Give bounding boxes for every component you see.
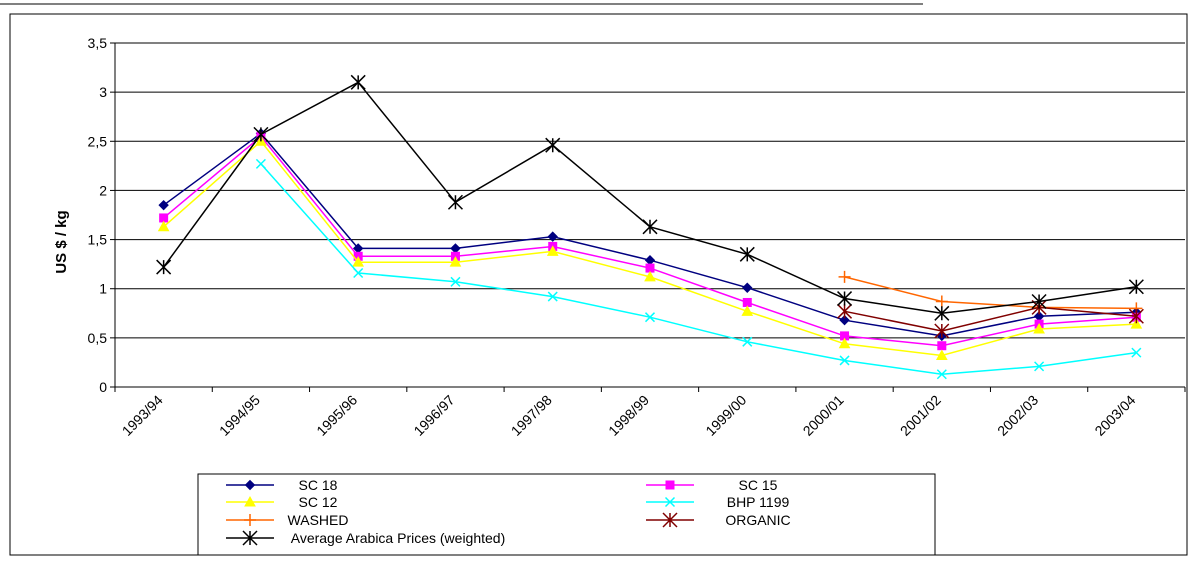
data-point: [547, 231, 558, 242]
data-point: [156, 259, 172, 275]
data-point: [838, 270, 851, 283]
data-point: [739, 246, 755, 262]
legend-marker: [242, 530, 258, 546]
data-point: [644, 312, 656, 323]
data-point: [742, 336, 753, 347]
data-point: [253, 126, 269, 142]
data-point: [1131, 347, 1142, 358]
series-4: [255, 158, 1142, 380]
data-point: [547, 291, 558, 302]
data-point: [839, 355, 850, 366]
legend-item: SC 18: [226, 477, 338, 493]
data-point: [1031, 293, 1047, 310]
legend-label: SC 12: [299, 494, 338, 510]
series-line: [844, 306, 1137, 332]
data-point: [935, 295, 948, 308]
legend-marker: [664, 496, 676, 508]
data-point: [546, 245, 559, 256]
series-1: [158, 128, 1142, 342]
data-point: [159, 213, 169, 223]
y-tick-label: 1: [99, 281, 107, 297]
y-tick-label: 2: [99, 182, 107, 198]
y-tick-label: 1,5: [88, 232, 108, 248]
data-point: [936, 369, 947, 380]
legend-item: ORGANIC: [646, 512, 791, 528]
y-tick-label: 0: [99, 379, 107, 395]
data-point: [1128, 308, 1144, 324]
data-point: [157, 220, 170, 232]
legend: SC 18 SC 15 SC 12 BHP 1199 WASHED ORGANIC Aver…: [197, 473, 936, 556]
data-point: [352, 256, 365, 267]
data-point: [158, 199, 169, 211]
data-point: [642, 219, 658, 235]
data-point: [255, 158, 266, 169]
data-point: [644, 270, 656, 282]
data-point: [450, 276, 461, 287]
legend-label: BHP 1199: [727, 494, 790, 510]
data-point: [1033, 322, 1045, 334]
data-point: [353, 267, 364, 279]
data-point: [1130, 318, 1143, 329]
series-line: [844, 276, 1137, 310]
data-point: [934, 323, 950, 339]
legend-marker: [244, 514, 256, 526]
series-3: [157, 135, 1143, 361]
data-point: [742, 282, 753, 293]
data-point: [837, 291, 853, 307]
legend-box: [197, 473, 936, 556]
legend-marker: [244, 479, 256, 491]
y-tick-label: 2,5: [88, 133, 108, 149]
data-point: [742, 297, 752, 307]
data-point: [937, 341, 947, 351]
y-tick-label: 0,5: [88, 330, 108, 346]
data-point: [645, 263, 655, 273]
legend-label: WASHED: [288, 512, 349, 528]
data-point: [447, 194, 463, 210]
data-point: [838, 337, 851, 349]
legend-item: SC 15: [646, 477, 778, 493]
data-point: [350, 74, 366, 90]
data-point: [839, 314, 850, 326]
legend-marker: [662, 512, 678, 528]
series-7: [156, 74, 1144, 321]
y-axis-label: US $ / kg: [53, 210, 70, 273]
data-point: [1128, 279, 1144, 295]
legend-label: Average Arabica Prices (weighted): [291, 530, 506, 546]
legend-item: Average Arabica Prices (weighted): [226, 530, 505, 546]
y-tick-label: 3: [99, 84, 107, 100]
data-point: [449, 256, 462, 267]
legend-label: ORGANIC: [725, 512, 790, 528]
data-point: [935, 349, 948, 361]
data-point: [1034, 361, 1045, 372]
legend-item: SC 12: [226, 494, 338, 510]
legend-marker: [665, 480, 675, 490]
legend-item: BHP 1199: [646, 494, 789, 510]
data-point: [741, 305, 754, 316]
data-point: [837, 303, 853, 319]
legend-marker: [244, 495, 256, 507]
series-line: [260, 163, 1137, 375]
data-point: [934, 305, 950, 321]
legend-label: SC 15: [739, 477, 778, 493]
data-point: [545, 137, 561, 153]
legend-item: WASHED: [226, 512, 348, 528]
y-tick-label: 3,5: [88, 35, 108, 51]
legend-label: SC 18: [299, 477, 338, 493]
